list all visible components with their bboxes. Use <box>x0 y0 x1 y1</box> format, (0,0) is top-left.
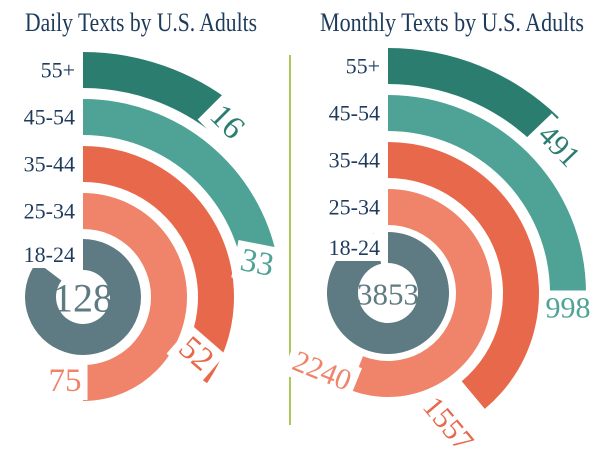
age-label-plate <box>324 193 384 221</box>
age-label-25-34: 25-34 <box>329 195 380 220</box>
value-label-group-25-34: 75 <box>42 362 88 400</box>
age-label-45-54: 45-54 <box>24 105 75 130</box>
value-label-plate <box>282 341 362 401</box>
value-label-plate <box>411 385 485 455</box>
chart-title-monthly: Monthly Texts by U.S. Adults <box>320 8 584 37</box>
age-label-55plus: 55+ <box>346 54 380 79</box>
value-label-18-24: 3853 <box>357 277 419 312</box>
arc-18-24 <box>25 239 141 356</box>
arc-45-54 <box>388 95 586 293</box>
value-label-plate <box>42 362 88 400</box>
chart-title-daily: Daily Texts by U.S. Adults <box>25 8 257 37</box>
value-label-group-18-24: 3853 <box>357 277 419 312</box>
value-label-group-18-24: 128 <box>53 276 113 321</box>
value-label-group-45-54: 33 <box>231 240 283 286</box>
age-label-plate <box>19 150 79 178</box>
age-label-plate <box>324 146 384 174</box>
age-label-18-24: 18-24 <box>329 235 380 260</box>
arc-55plus <box>388 48 559 144</box>
value-label-plate <box>231 240 283 286</box>
age-label-25-34: 25-34 <box>24 199 75 224</box>
arc-25-34 <box>83 193 187 401</box>
age-label-plate <box>19 103 79 131</box>
arc-25-34 <box>349 189 493 397</box>
age-label-18-24: 18-24 <box>24 242 75 267</box>
arc-35-44 <box>388 142 539 409</box>
age-label-plate <box>324 234 384 261</box>
arc-55plus <box>83 52 236 134</box>
arcs-layer <box>326 48 586 409</box>
monthly-chart: 55+49145-5499835-44155725-34224018-24385… <box>282 48 597 455</box>
arc-35-44 <box>83 146 234 384</box>
age-label-plate <box>19 197 79 225</box>
value-label-plate <box>526 113 592 179</box>
age-label-plate <box>19 241 79 268</box>
value-label-25-34: 75 <box>49 363 82 399</box>
value-label-plate <box>166 324 226 384</box>
value-label-plate <box>539 290 597 326</box>
labels-layer: 55+49145-5499835-44155725-34224018-24385… <box>282 52 597 455</box>
arcs-layer <box>25 52 278 401</box>
age-label-55plus: 55+ <box>41 58 75 83</box>
arc-18-24 <box>326 232 449 354</box>
value-label-plate <box>197 92 257 152</box>
age-label-35-44: 35-44 <box>329 148 380 173</box>
value-label-45-54: 33 <box>237 242 276 284</box>
value-label-18-24: 128 <box>53 276 113 321</box>
age-label-plate <box>341 52 384 80</box>
age-label-45-54: 45-54 <box>329 101 380 126</box>
age-label-35-44: 35-44 <box>24 152 75 177</box>
value-label-group-55plus: 491 <box>526 113 592 179</box>
value-label-group-25-34: 2240 <box>282 341 362 401</box>
age-label-plate <box>36 56 79 84</box>
value-label-group-45-54: 998 <box>539 290 597 326</box>
value-label-45-54: 998 <box>546 292 591 325</box>
arc-45-54 <box>83 99 278 267</box>
age-label-plate <box>324 99 384 127</box>
